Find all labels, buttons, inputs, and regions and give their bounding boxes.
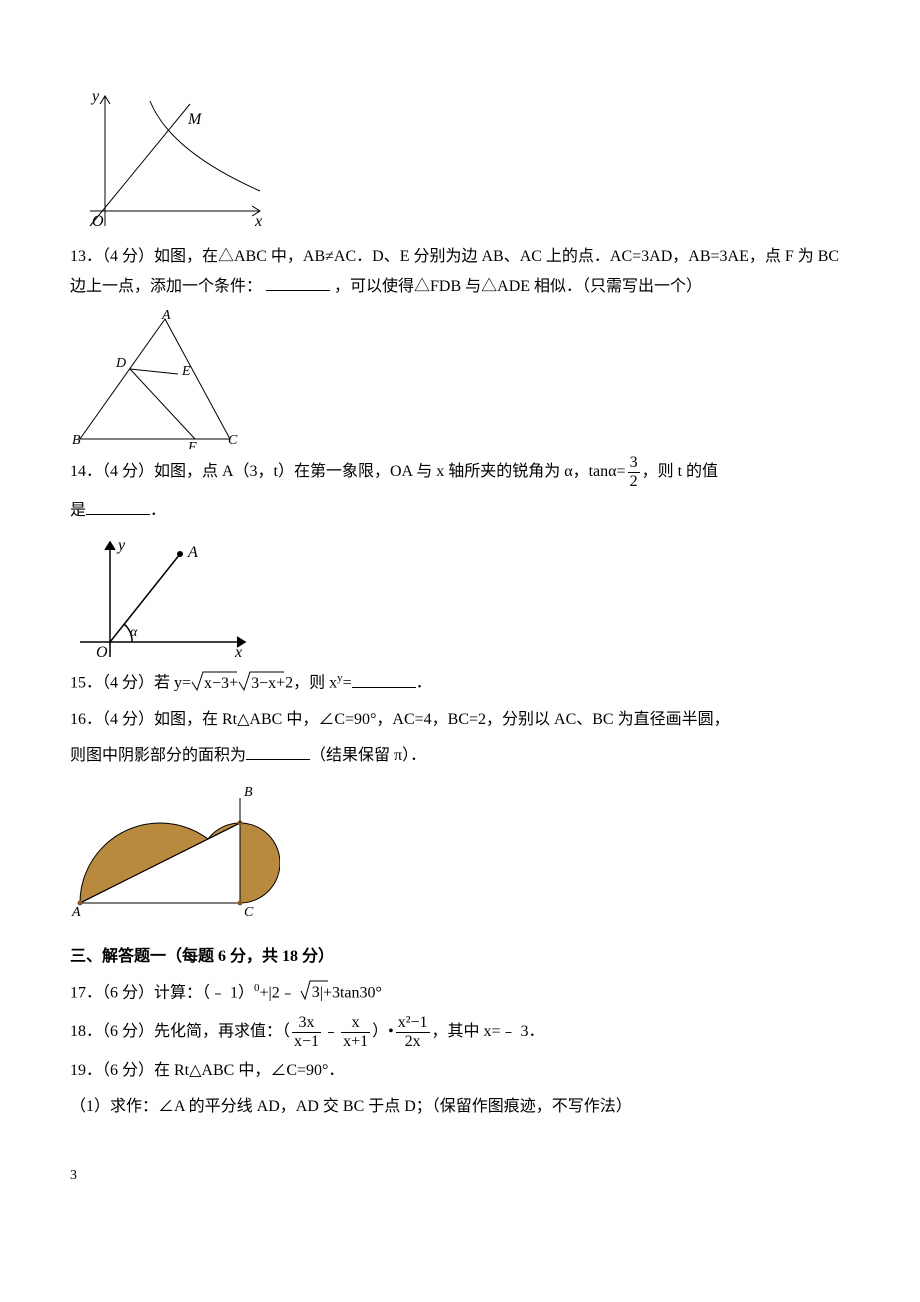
question-14: 14．（4 分）如图，点 A（3，t）在第一象限，OA 与 x 轴所夹的锐角为 … xyxy=(70,455,850,490)
label-O: O xyxy=(96,644,108,661)
question-13: 13．（4 分）如图，在△ABC 中，AB≠AC．D、E 分别为边 AB、AC … xyxy=(70,242,850,303)
question-15: 15．（4 分）若 y= x−3+ 3−x+2，则 xy=． xyxy=(70,668,850,699)
label-C: C xyxy=(228,433,238,448)
question-19-sub1: （1）求作：∠A 的平分线 AD，AD 交 BC 于点 D；（保留作图痕迹，不写… xyxy=(70,1092,850,1122)
question-18: 18．（6 分）先化简，再求值：（3xx−1﹣xx+1）•x²−12x，其中 x… xyxy=(70,1015,850,1050)
q15-b: +2，则 x xyxy=(276,675,337,692)
q16-blank xyxy=(246,743,310,760)
q18-f2: xx+1 xyxy=(341,1015,370,1050)
label-D: D xyxy=(115,356,126,371)
q18-b: ）• xyxy=(372,1023,394,1040)
label-M: M xyxy=(187,111,203,128)
q17-c: |+3tan30° xyxy=(320,984,382,1001)
label-A: A xyxy=(71,905,81,918)
q15-r2: 3−x xyxy=(251,675,276,692)
q14-blank xyxy=(86,498,150,515)
q18-f1: 3xx−1 xyxy=(292,1015,321,1050)
label-alpha: α xyxy=(130,625,138,640)
q16-line2b: （结果保留 π）． xyxy=(310,747,426,764)
label-y: y xyxy=(116,537,126,554)
figure-16: A C B xyxy=(70,778,280,918)
page-number: 3 xyxy=(70,1163,850,1190)
q15-d: ． xyxy=(416,675,432,692)
q16-line1: 16．（4 分）如图，在 Rt△ABC 中，∠C=90°，AC=4，BC=2，分… xyxy=(70,711,730,728)
label-F: F xyxy=(187,440,197,449)
q15-plus: + xyxy=(229,675,238,692)
q18-f3: x²−12x xyxy=(396,1015,430,1050)
figure-14: y x O A α xyxy=(70,532,250,662)
q17-sqrt: 3 xyxy=(312,984,320,1001)
q15-r1: x−3 xyxy=(204,675,229,692)
q16-line2a: 则图中阴影部分的面积为 xyxy=(70,747,246,764)
q13-blank xyxy=(266,274,330,291)
label-x: x xyxy=(254,213,262,230)
figure-13: A B C D E F xyxy=(70,309,250,449)
q14-frac: 32 xyxy=(628,455,640,490)
figure-12: y x O M xyxy=(70,86,270,236)
q14-text-d: ． xyxy=(150,502,166,519)
question-14b: 是． xyxy=(70,496,850,526)
q17-b: +|2﹣ xyxy=(260,984,300,1001)
q15-c: = xyxy=(343,675,352,692)
section-3-title: 三、解答题一（每题 6 分，共 18 分） xyxy=(70,942,850,972)
q14-text-c: 是 xyxy=(70,502,86,519)
question-16b: 则图中阴影部分的面积为 （结果保留 π）． xyxy=(70,741,850,771)
q18-minus: ﹣ xyxy=(323,1023,339,1040)
label-E: E xyxy=(181,364,191,379)
q17-a: 17．（6 分）计算：（﹣ 1） xyxy=(70,984,254,1001)
q18-a: 18．（6 分）先化简，再求值：（ xyxy=(70,1023,290,1040)
label-O: O xyxy=(92,213,104,230)
q14-text-b: ，则 t 的值 xyxy=(642,463,718,480)
q14-text-a: 14．（4 分）如图，点 A（3，t）在第一象限，OA 与 x 轴所夹的锐角为 … xyxy=(70,463,626,480)
question-19: 19．（6 分）在 Rt△ABC 中，∠C=90°． xyxy=(70,1056,850,1086)
label-x: x xyxy=(234,644,242,661)
question-16: 16．（4 分）如图，在 Rt△ABC 中，∠C=90°，AC=4，BC=2，分… xyxy=(70,705,850,735)
page-content: y x O M 13．（4 分）如图，在△ABC 中，AB≠AC．D、E 分别为… xyxy=(0,0,920,1229)
q18-c: ，其中 x=﹣ 3． xyxy=(432,1023,545,1040)
label-C: C xyxy=(244,905,254,918)
label-B: B xyxy=(72,433,81,448)
label-A: A xyxy=(161,309,171,323)
question-17: 17．（6 分）计算：（﹣ 1）0+|2﹣ 3|+3tan30° xyxy=(70,978,850,1009)
q15-a: 15．（4 分）若 y= xyxy=(70,675,191,692)
q13-text-b: ，可以使得△FDB 与△ADE 相似．（只需写出一个） xyxy=(334,278,702,295)
q15-blank xyxy=(352,671,416,688)
label-y: y xyxy=(90,88,100,105)
label-B: B xyxy=(244,785,253,800)
label-A: A xyxy=(187,544,198,561)
